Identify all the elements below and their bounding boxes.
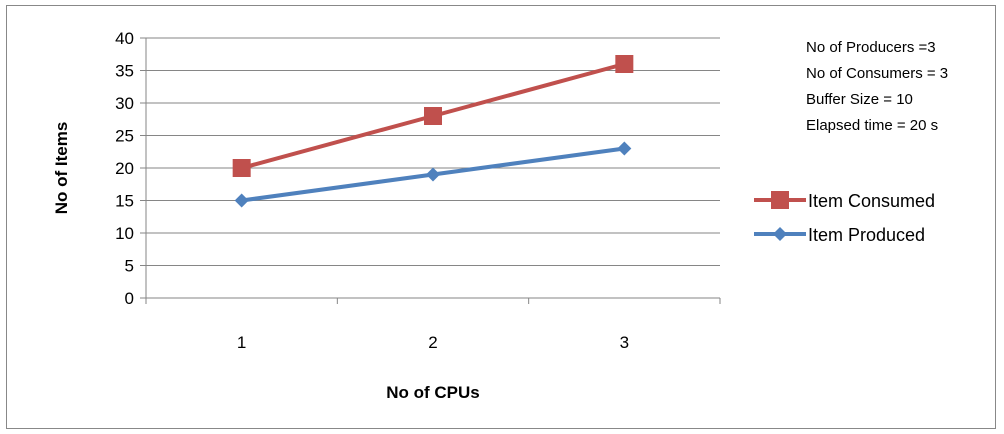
y-tick-labels: 0 5 10 15 20 25 30 35 40 (115, 29, 134, 308)
series-lines (232, 55, 634, 208)
y-tick-label: 15 (115, 192, 134, 211)
chart-annotations: No of Producers =3 No of Consumers = 3 B… (806, 39, 948, 134)
series-0 (232, 55, 634, 177)
x-tick-label: 3 (620, 333, 629, 352)
annotation-consumers: No of Consumers = 3 (806, 65, 948, 82)
axes (140, 37, 721, 304)
chart-frame (6, 5, 996, 429)
data-point-diamond (617, 141, 632, 156)
y-tick-label: 25 (115, 127, 134, 146)
y-tick-label: 40 (115, 29, 134, 48)
y-axis-title: No of Items (52, 122, 71, 215)
annotation-elapsed-time: Elapsed time = 20 s (806, 117, 938, 134)
x-axis-title: No of CPUs (386, 383, 480, 402)
data-point-square (232, 159, 251, 177)
legend-item: Item Produced (754, 225, 925, 245)
y-tick-label: 0 (125, 289, 134, 308)
x-tick-labels: 1 2 3 (237, 333, 629, 352)
y-tick-label: 35 (115, 62, 134, 81)
y-tick-label: 30 (115, 94, 134, 113)
data-point-diamond (234, 193, 249, 208)
series-1 (234, 141, 632, 208)
annotation-producers: No of Producers =3 (806, 39, 936, 56)
data-point-diamond (426, 167, 440, 182)
x-tick-label: 1 (237, 333, 246, 352)
grid-lines (146, 37, 720, 266)
data-point-square (615, 55, 634, 73)
legend-marker-square (771, 191, 789, 209)
y-tick-label: 20 (115, 159, 134, 178)
data-point-square (424, 107, 442, 125)
legend-label: Item Produced (808, 225, 925, 245)
annotation-buffer-size: Buffer Size = 10 (806, 91, 913, 108)
x-tick-label: 2 (428, 333, 437, 352)
legend-marker-diamond (773, 227, 787, 241)
legend-label: Item Consumed (808, 191, 935, 211)
legend-item: Item Consumed (754, 191, 935, 211)
legend: Item Consumed Item Produced (754, 191, 935, 245)
y-tick-label: 10 (115, 224, 134, 243)
y-tick-label: 5 (125, 257, 134, 276)
